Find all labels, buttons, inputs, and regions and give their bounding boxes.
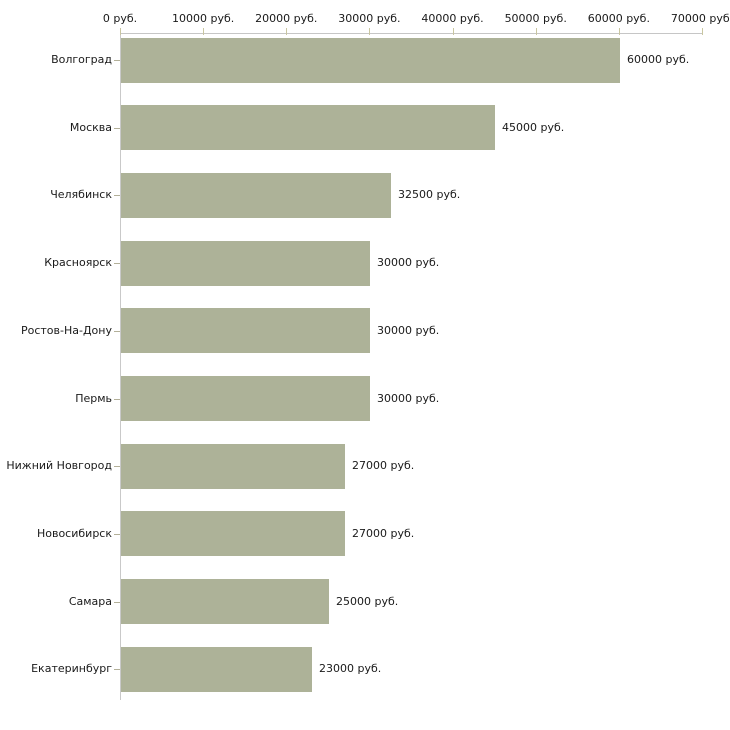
- category-label: Пермь: [75, 391, 112, 405]
- category-label: Красноярск: [44, 256, 112, 270]
- category-tick: [114, 60, 120, 61]
- bar-10: [121, 646, 312, 692]
- x-axis-tick: [535, 28, 537, 35]
- category-tick: [114, 601, 120, 603]
- category-label: Нижний Новгород: [6, 459, 112, 473]
- value-label: 30000 руб.: [377, 323, 440, 337]
- category-label: Ростов-На-Дону: [20, 323, 112, 337]
- category-tick: [114, 398, 120, 400]
- value-label: 27000 руб.: [352, 526, 415, 540]
- category-tick: [114, 263, 120, 265]
- x-axis-tick-label: 0 руб.: [102, 12, 138, 25]
- bar-4: [121, 240, 370, 286]
- value-label: 60000 руб.: [627, 53, 690, 66]
- bar-3: [121, 172, 391, 218]
- category-tick: [114, 127, 120, 129]
- category-tick: [114, 330, 120, 332]
- x-axis-tick-label: 30000 руб.: [338, 12, 401, 25]
- bar-8: [121, 511, 345, 557]
- category-label: Москва: [69, 120, 112, 134]
- category-label: Екатеринбург: [31, 662, 112, 676]
- value-label: 25000 руб.: [336, 594, 399, 608]
- value-label: 32500 руб.: [398, 188, 461, 202]
- x-axis-tick: [618, 28, 620, 35]
- plot-area: [120, 33, 702, 700]
- value-label: 30000 руб.: [377, 391, 440, 405]
- x-axis-tick: [120, 28, 121, 35]
- x-axis-tick-label: 60000 руб.: [587, 12, 650, 25]
- category-label: Челябинск: [50, 188, 112, 202]
- value-label: 45000 руб.: [502, 120, 565, 134]
- category-tick: [114, 533, 120, 535]
- category-tick: [114, 195, 120, 197]
- x-axis-tick-label: 40000 руб.: [421, 12, 484, 25]
- category-tick: [114, 466, 120, 468]
- bar-1: [121, 37, 620, 83]
- value-label: 30000 руб.: [377, 256, 440, 270]
- bar-6: [121, 376, 370, 421]
- x-axis-tick: [702, 28, 703, 35]
- bar-9: [121, 579, 329, 625]
- category-label: Новосибирск: [36, 526, 112, 540]
- x-axis-tick-label: 10000 руб.: [172, 12, 235, 25]
- category-label: Волгоград: [51, 53, 112, 66]
- bar-5: [121, 308, 370, 354]
- x-axis-tick: [452, 28, 454, 35]
- value-label: 23000 руб.: [319, 662, 382, 676]
- category-label: Самара: [68, 594, 112, 608]
- x-axis-tick-label: 70000 руб.: [670, 12, 730, 25]
- x-axis-tick-label: 50000 руб.: [504, 12, 567, 25]
- value-label: 27000 руб.: [352, 459, 415, 473]
- x-axis-tick: [369, 28, 371, 35]
- bar-7: [121, 443, 345, 489]
- category-tick: [114, 669, 120, 671]
- x-axis-tick: [203, 28, 205, 35]
- x-axis-tick-label: 20000 руб.: [255, 12, 318, 25]
- bar-2: [121, 105, 495, 151]
- x-axis-tick: [286, 28, 288, 35]
